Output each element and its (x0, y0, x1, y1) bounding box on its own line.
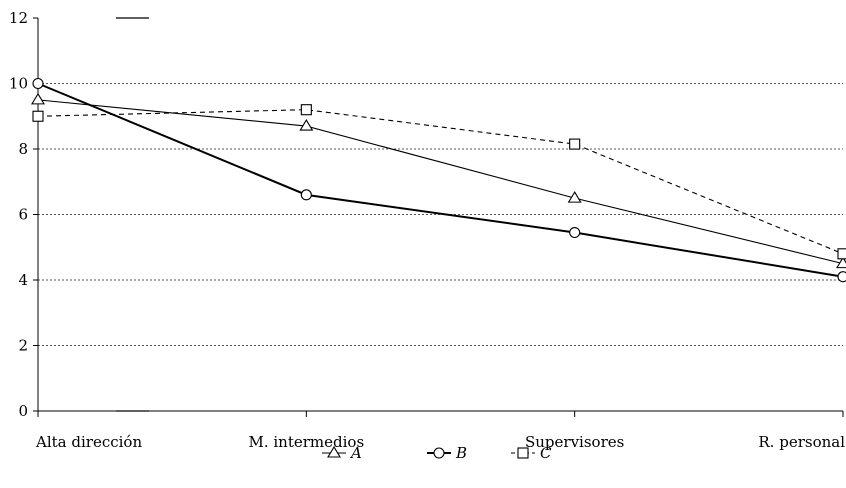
x-tick-label: Supervisores (525, 433, 624, 451)
y-axis-ticks: 0 2 4 6 8 10 12 (9, 9, 38, 420)
series-C-point-2 (569, 138, 581, 150)
y-tick-label: 2 (18, 337, 28, 355)
y-tick-label: 12 (9, 9, 28, 27)
y-tick-label: 6 (18, 206, 28, 224)
legend: A B C (322, 444, 552, 462)
series-B-point-0 (32, 77, 44, 90)
series-A-point-1 (299, 119, 314, 131)
series-B-point-1 (300, 189, 312, 201)
x-tick-label: Alta dirección (35, 433, 142, 451)
series-line-A (37, 99, 844, 265)
legend-marker-C (517, 447, 529, 459)
x-tick-label: R. personal (758, 433, 845, 451)
series-A-point-3 (836, 256, 846, 269)
series-A-point-2 (567, 191, 582, 203)
legend-label-C: C (540, 444, 552, 462)
y-tick-label: 10 (9, 75, 28, 93)
x-tick-label: M. intermedios (248, 433, 364, 451)
y-tick-label: 4 (18, 271, 28, 289)
series-B-point-2 (569, 226, 581, 239)
series-C-point-1 (300, 104, 312, 116)
legend-marker-B (433, 447, 445, 459)
y-tick-label: 0 (18, 402, 28, 420)
legend-label-A: A (349, 444, 362, 462)
legend-label-B: B (455, 444, 467, 462)
series-C-point-0 (32, 110, 44, 122)
x-axis-ticks: Alta dirección M. intermedios Supervisores… (35, 411, 845, 451)
series-lines (37, 82, 844, 278)
series-line-B (37, 82, 844, 278)
series-markers (31, 77, 846, 283)
series-C-point-3 (837, 248, 846, 260)
series-B-point-3 (837, 271, 846, 283)
series-A-point-0 (31, 92, 45, 105)
y-tick-label: 8 (18, 140, 28, 158)
series-line-C (37, 109, 844, 255)
legend-marker-A (327, 445, 341, 458)
